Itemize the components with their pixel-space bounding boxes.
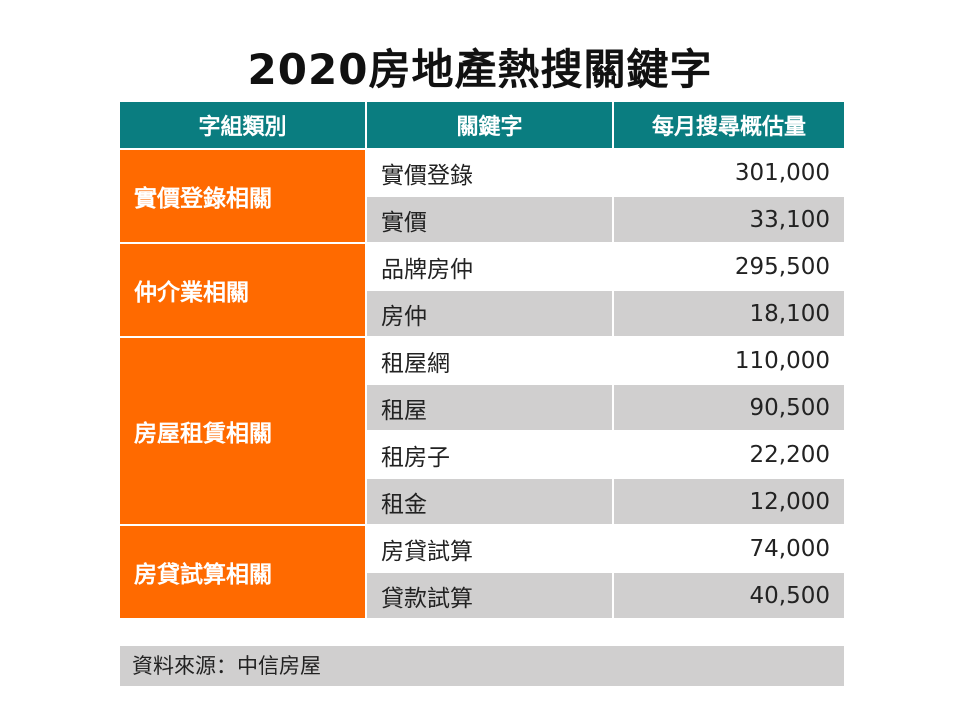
keyword-cell: 實價登錄 — [365, 149, 614, 197]
keyword-cell: 房仲 — [365, 290, 614, 338]
volume-cell: 22,200 — [613, 431, 844, 479]
column-header-keyword: 關鍵字 — [366, 102, 614, 150]
table-row: 房屋租賃相關 租屋網 110,000 — [120, 337, 844, 526]
volume-cell: 74,000 — [613, 525, 844, 573]
table-row: 實價 33,100 — [120, 196, 844, 244]
table-row: 租金 12,000 — [120, 478, 844, 526]
source-note: 資料來源：中信房屋 — [120, 646, 844, 686]
table-row: 房貸試算相關 房貸試算 74,000 — [120, 525, 844, 620]
keyword-cell: 品牌房仲 — [365, 243, 614, 291]
column-header-volume: 每月搜尋概估量 — [613, 102, 844, 150]
keyword-table: 字組類別 關鍵字 每月搜尋概估量 實價登錄相關 實價登錄 301,000 實價 33,1… — [120, 102, 844, 620]
table-row: 租屋 90,500 — [120, 384, 844, 432]
category-cell: 房貸試算相關 — [120, 525, 367, 620]
category-cell: 房屋租賃相關 — [120, 337, 367, 526]
table-row: 貸款試算 40,500 — [120, 572, 844, 620]
keyword-cell: 房貸試算 — [365, 525, 614, 573]
volume-cell: 40,500 — [613, 572, 844, 620]
keyword-cell: 租屋 — [365, 384, 614, 432]
keyword-cell: 租金 — [365, 478, 614, 526]
table-row: 實價登錄相關 實價登錄 301,000 — [120, 149, 844, 244]
table-body: 實價登錄相關 實價登錄 301,000 實價 33,100 仲介業相關 品牌房仲 295,50… — [120, 149, 844, 620]
keyword-cell: 貸款試算 — [365, 572, 614, 620]
keyword-cell: 租房子 — [365, 431, 614, 479]
category-cell: 仲介業相關 — [120, 243, 367, 338]
table-row: 租房子 22,200 — [120, 431, 844, 479]
category-cell: 實價登錄相關 — [120, 149, 367, 244]
volume-cell: 295,500 — [613, 243, 844, 291]
page-title: 2020房地產熱搜關鍵字 — [247, 45, 713, 94]
volume-cell: 110,000 — [613, 337, 844, 385]
volume-cell: 18,100 — [613, 290, 844, 338]
volume-cell: 90,500 — [613, 384, 844, 432]
column-header-category: 字組類別 — [120, 102, 367, 150]
keyword-cell: 實價 — [365, 196, 614, 244]
keyword-cell: 租屋網 — [365, 337, 614, 385]
volume-cell: 12,000 — [613, 478, 844, 526]
volume-cell: 33,100 — [613, 196, 844, 244]
table-row: 房仲 18,100 — [120, 290, 844, 338]
table-header-row: 字組類別 關鍵字 每月搜尋概估量 — [120, 102, 844, 150]
volume-cell: 301,000 — [613, 149, 844, 197]
table-row: 仲介業相關 品牌房仲 295,500 — [120, 243, 844, 338]
